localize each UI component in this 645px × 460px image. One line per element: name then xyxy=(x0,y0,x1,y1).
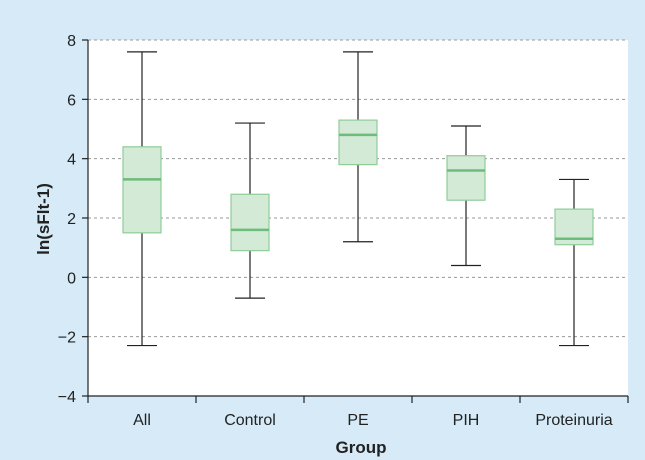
box-pih xyxy=(446,125,486,267)
box-control xyxy=(230,122,270,299)
x-tick-label: Proteinuria xyxy=(535,412,612,429)
box-iqr xyxy=(122,146,162,234)
y-tick-label: 8 xyxy=(67,33,76,50)
y-axis-title: ln(sFlt-1) xyxy=(34,183,53,255)
box-iqr xyxy=(230,193,270,252)
y-tick-label: 6 xyxy=(67,92,76,109)
x-axis-title: Group xyxy=(336,438,387,457)
axes: −4 −2 0 2 4 6 8 All Control PE PIH Proteinuria xyxy=(58,33,629,429)
x-tick-label: PE xyxy=(347,412,368,429)
box-iqr xyxy=(446,155,486,201)
y-tick-label: 2 xyxy=(67,211,76,228)
box-pe xyxy=(338,51,378,243)
x-tick-label: Control xyxy=(224,412,276,429)
box-series xyxy=(122,51,594,347)
y-tick-label: −2 xyxy=(58,330,76,347)
x-tick-label: PIH xyxy=(453,412,480,429)
box-iqr xyxy=(338,119,378,166)
box-proteinuria xyxy=(554,178,594,347)
box-all xyxy=(122,51,162,347)
y-tick-label: −4 xyxy=(58,389,76,406)
y-tick-label: 4 xyxy=(67,152,76,169)
x-tick-label: All xyxy=(133,412,151,429)
y-tick-label: 0 xyxy=(67,270,76,287)
